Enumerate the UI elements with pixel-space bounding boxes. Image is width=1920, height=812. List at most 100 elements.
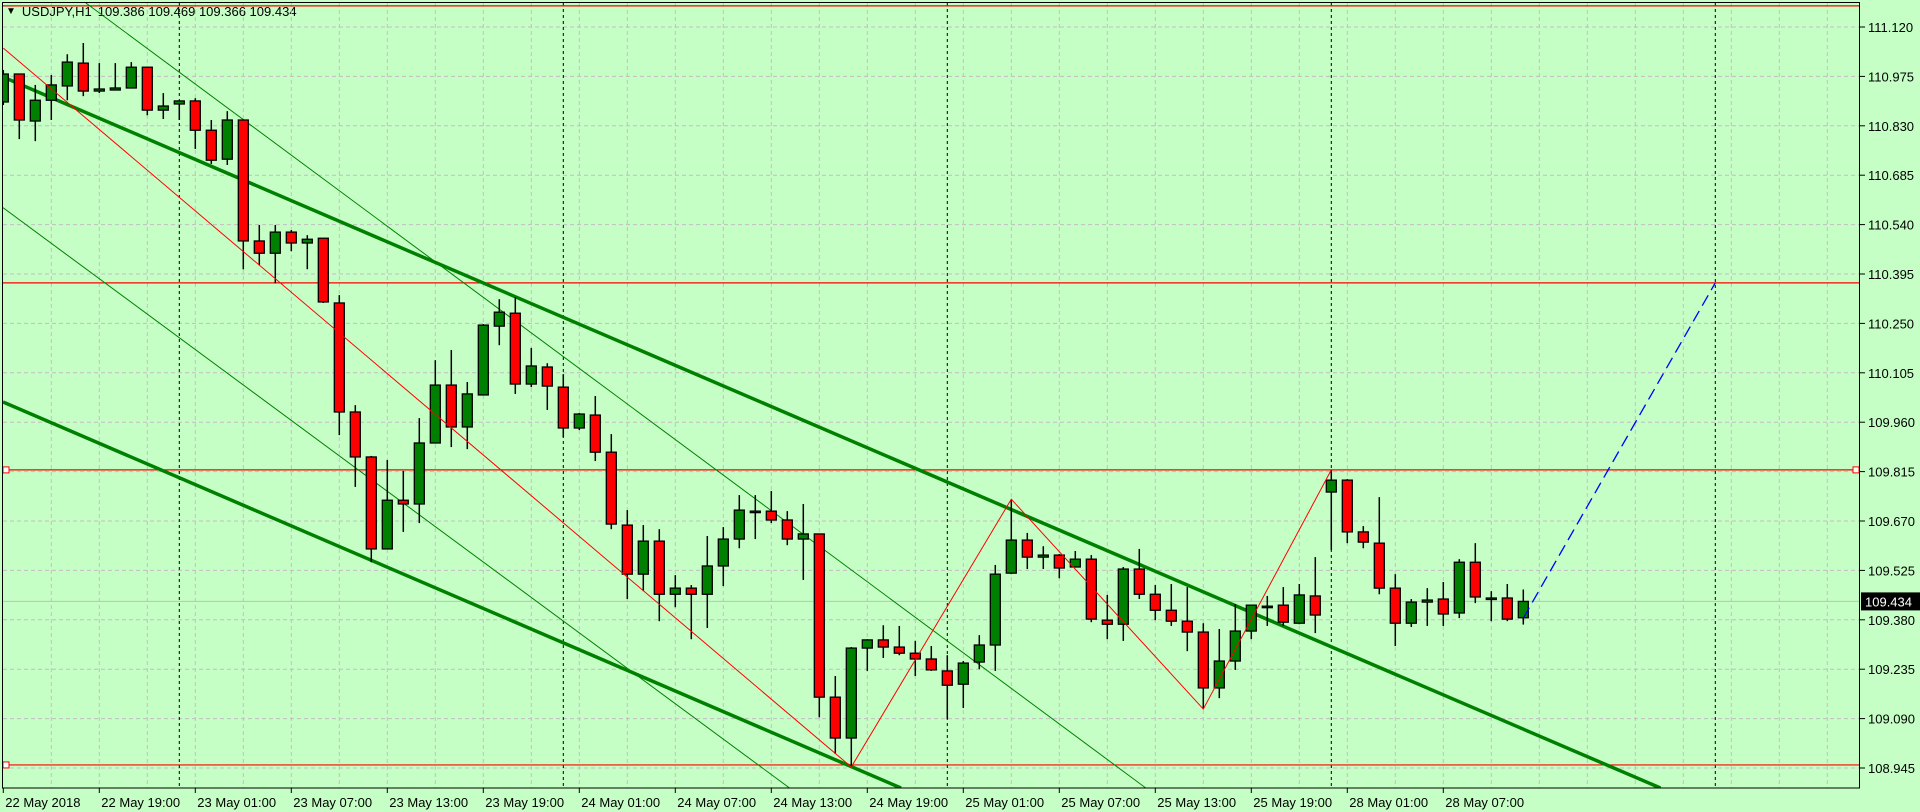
candle-body (77, 62, 89, 92)
candle (637, 525, 649, 592)
candle (29, 84, 41, 142)
candle-body (157, 105, 169, 111)
candle-body (957, 662, 969, 685)
candle-body (1101, 619, 1113, 625)
time-axis[interactable]: 22 May 2018 22 May 19:00 23 May 01:00 23 Ma… (2, 788, 1524, 810)
level-marker-left (2, 761, 10, 769)
candle-body (461, 393, 473, 428)
candle (589, 395, 601, 462)
candle (45, 75, 57, 121)
time-tick-label: 25 May 13:00 (1157, 795, 1236, 810)
candle-body (1021, 539, 1033, 558)
price-tick-label: 110.105 (1868, 366, 1914, 381)
trendlines (3, 3, 1662, 788)
time-tick-label: 24 May 07:00 (677, 795, 756, 810)
candle (845, 647, 857, 767)
candle-body (1277, 604, 1289, 623)
candle-body (1197, 631, 1209, 689)
level-marker-left (2, 466, 10, 474)
candle-body (1085, 558, 1097, 620)
candle (477, 324, 489, 396)
candle-body (141, 66, 153, 111)
candle (1437, 581, 1449, 626)
candle-body (525, 365, 537, 385)
candle (141, 66, 153, 116)
candle (1309, 557, 1321, 634)
candle (877, 625, 889, 658)
candle (1357, 526, 1369, 549)
candle-body (781, 519, 793, 540)
time-tick-label: 23 May 01:00 (197, 795, 276, 810)
candle (525, 347, 537, 388)
plot-frame (2, 2, 1860, 789)
candle (989, 564, 1001, 671)
price-axis[interactable]: 111.120 110.975 110.830 110.685 110.540 110.3… (1860, 20, 1920, 776)
candle (269, 224, 281, 284)
candle (653, 529, 665, 622)
candle-body (29, 99, 41, 122)
candle-body (397, 499, 409, 505)
candle (1213, 629, 1225, 699)
candle (829, 676, 841, 755)
candle-body (317, 237, 329, 303)
candle-body (477, 324, 489, 396)
candle (669, 575, 681, 608)
time-tick-label: 22 May 19:00 (101, 795, 180, 810)
candle-body (941, 670, 953, 686)
candle-body (349, 411, 361, 458)
candle-body (509, 312, 521, 385)
candle-body (1437, 598, 1449, 615)
candle-body (733, 509, 745, 540)
candle (957, 661, 969, 709)
candle-body (541, 366, 553, 387)
candle-body (3, 73, 9, 103)
candle-body (749, 510, 761, 514)
candle-body (845, 647, 857, 739)
candle (93, 63, 105, 94)
candle (13, 73, 25, 140)
candle (109, 63, 121, 91)
current-price-tag (1861, 592, 1920, 611)
candle-body (61, 61, 73, 87)
candle-body (109, 87, 121, 91)
candle (557, 374, 569, 438)
price-tick-label: 110.395 (1868, 267, 1914, 282)
overlays (3, 47, 1716, 768)
triangle-down-icon[interactable]: ▼ (6, 6, 16, 17)
time-tick-label: 28 May 07:00 (1445, 795, 1524, 810)
candle-body (1149, 593, 1161, 611)
candle (461, 382, 473, 450)
candle (1117, 566, 1129, 641)
candle (1341, 479, 1353, 544)
candle (205, 120, 217, 164)
candle (1373, 497, 1385, 595)
candle-body (1357, 531, 1369, 543)
candle (1389, 574, 1401, 647)
time-tick-label: 28 May 01:00 (1349, 795, 1428, 810)
candle (1245, 604, 1257, 640)
candle-body (1133, 568, 1145, 595)
time-tick-label: 25 May 01:00 (965, 795, 1044, 810)
candle-body (893, 646, 905, 654)
candle (1037, 546, 1049, 570)
price-tick-label: 111.120 (1868, 20, 1913, 35)
candle (189, 98, 201, 149)
candle-body (589, 414, 601, 453)
candle-body (189, 100, 201, 131)
price-tick-label: 109.670 (1868, 514, 1915, 529)
candle (493, 299, 505, 346)
price-tick-label: 110.975 (1868, 69, 1914, 84)
candle (541, 363, 553, 410)
candle-body (93, 88, 105, 92)
price-tick-label: 109.960 (1868, 415, 1915, 430)
candle-body (989, 573, 1001, 646)
trendline-thin-channel-1 (85, 3, 1147, 788)
candle-body (973, 644, 985, 663)
candle-body (1053, 554, 1065, 569)
candle-body (1005, 539, 1017, 574)
time-tick-label: 22 May 2018 (5, 795, 80, 810)
candle (1469, 543, 1481, 604)
candle (813, 533, 825, 718)
current-price-label: 109.434 (1865, 594, 1912, 609)
